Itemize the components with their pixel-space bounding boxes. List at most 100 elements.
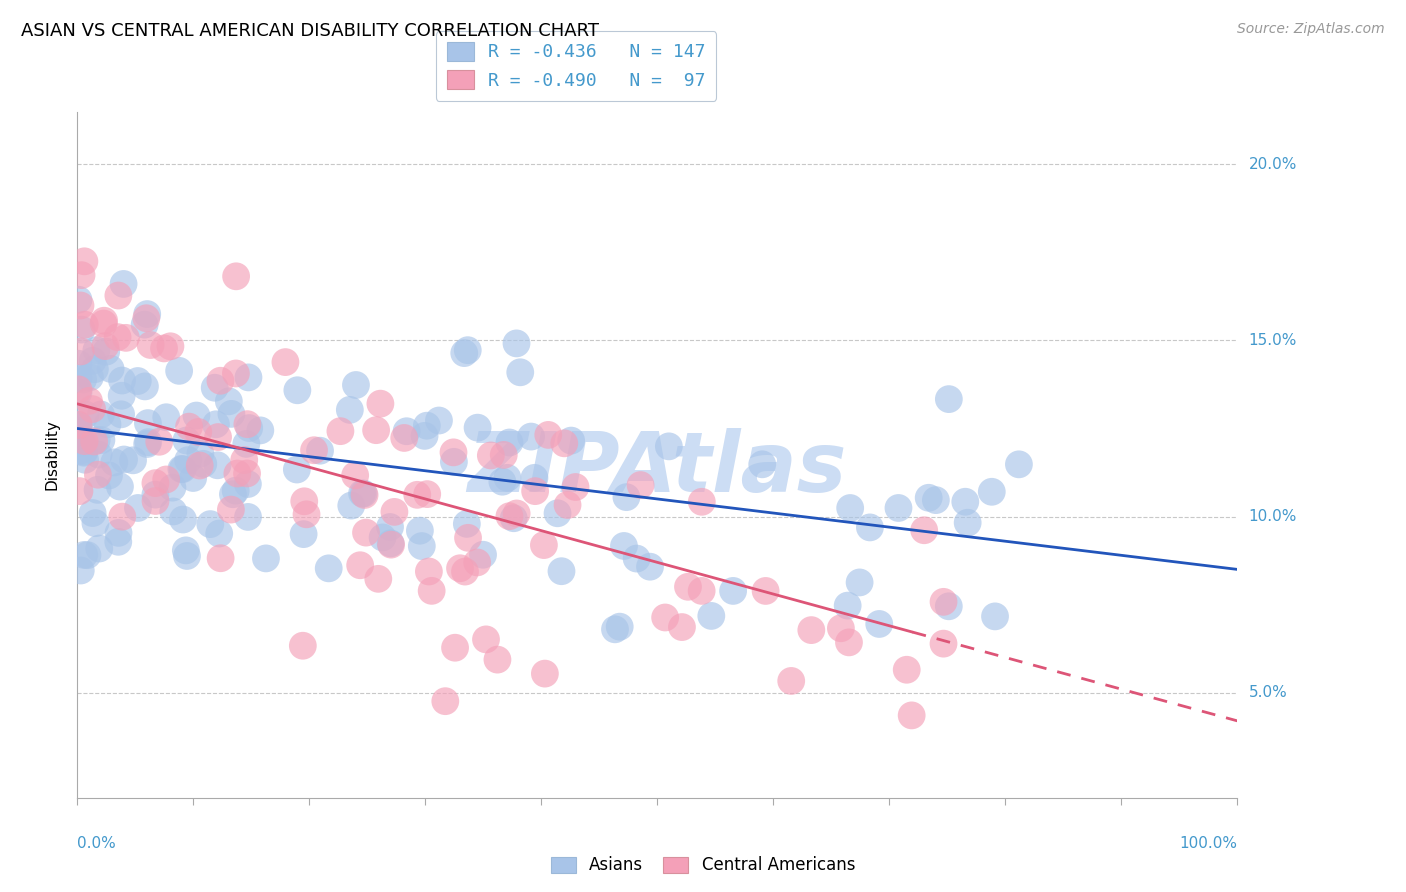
Point bbox=[67, 371, 90, 385]
Point bbox=[112, 277, 135, 291]
Point bbox=[153, 342, 176, 356]
Point bbox=[82, 402, 104, 417]
Point bbox=[496, 471, 519, 485]
Point bbox=[207, 458, 229, 473]
Point bbox=[344, 468, 367, 483]
Point bbox=[93, 317, 115, 331]
Point bbox=[89, 541, 111, 556]
Point bbox=[654, 610, 676, 624]
Point bbox=[86, 483, 108, 497]
Point bbox=[145, 494, 167, 508]
Point bbox=[340, 499, 363, 513]
Point bbox=[380, 536, 402, 550]
Point bbox=[465, 556, 488, 570]
Point bbox=[274, 355, 297, 369]
Point bbox=[67, 417, 90, 432]
Point bbox=[938, 599, 960, 614]
Point bbox=[690, 495, 713, 509]
Point bbox=[73, 434, 96, 449]
Point bbox=[318, 561, 340, 575]
Text: ASIAN VS CENTRAL AMERICAN DISABILITY CORRELATION CHART: ASIAN VS CENTRAL AMERICAN DISABILITY COR… bbox=[21, 22, 599, 40]
Point bbox=[162, 481, 184, 495]
Point bbox=[186, 409, 208, 423]
Point bbox=[780, 673, 803, 688]
Point bbox=[84, 516, 107, 531]
Point bbox=[292, 494, 315, 508]
Point bbox=[76, 548, 98, 562]
Point bbox=[209, 374, 232, 388]
Point bbox=[111, 389, 134, 403]
Text: 5.0%: 5.0% bbox=[1249, 685, 1286, 700]
Point bbox=[236, 510, 259, 524]
Point bbox=[409, 524, 432, 538]
Point bbox=[73, 318, 96, 332]
Point bbox=[93, 314, 115, 328]
Point bbox=[339, 403, 361, 417]
Point bbox=[225, 367, 247, 381]
Point bbox=[638, 559, 661, 574]
Point bbox=[912, 523, 935, 537]
Point bbox=[505, 507, 527, 521]
Point bbox=[896, 663, 918, 677]
Point bbox=[69, 564, 91, 578]
Y-axis label: Disability: Disability bbox=[44, 419, 59, 491]
Point bbox=[626, 551, 648, 566]
Point bbox=[900, 708, 922, 723]
Point bbox=[107, 330, 129, 344]
Point bbox=[505, 336, 527, 351]
Point bbox=[848, 575, 870, 590]
Point bbox=[344, 378, 367, 392]
Point bbox=[676, 580, 699, 594]
Point bbox=[367, 572, 389, 586]
Point bbox=[94, 339, 117, 353]
Point bbox=[918, 491, 941, 505]
Point bbox=[127, 374, 149, 388]
Point bbox=[309, 443, 332, 458]
Point bbox=[136, 416, 159, 430]
Point bbox=[285, 462, 308, 476]
Point bbox=[233, 453, 256, 467]
Legend: Asians, Central Americans: Asians, Central Americans bbox=[546, 851, 860, 880]
Point bbox=[475, 632, 498, 647]
Point bbox=[557, 498, 579, 512]
Point bbox=[302, 443, 325, 458]
Point bbox=[609, 620, 631, 634]
Point bbox=[443, 455, 465, 469]
Point bbox=[87, 467, 110, 482]
Point bbox=[77, 393, 100, 408]
Point bbox=[329, 424, 352, 438]
Point bbox=[457, 343, 479, 358]
Point bbox=[416, 418, 439, 433]
Point bbox=[82, 353, 104, 368]
Point bbox=[207, 430, 229, 444]
Point bbox=[148, 434, 170, 449]
Point bbox=[486, 652, 509, 666]
Point bbox=[434, 694, 457, 708]
Text: ZIPAtlas: ZIPAtlas bbox=[468, 428, 846, 509]
Point bbox=[249, 424, 271, 438]
Point bbox=[420, 583, 443, 598]
Point bbox=[107, 288, 129, 302]
Point bbox=[984, 609, 1007, 624]
Point bbox=[67, 419, 90, 434]
Point bbox=[69, 484, 91, 499]
Text: 10.0%: 10.0% bbox=[1249, 509, 1296, 524]
Point bbox=[353, 488, 375, 502]
Point bbox=[107, 534, 129, 549]
Point bbox=[115, 331, 138, 345]
Point bbox=[208, 526, 231, 541]
Point bbox=[67, 357, 90, 371]
Point bbox=[887, 500, 910, 515]
Point bbox=[73, 446, 96, 460]
Point bbox=[353, 486, 375, 500]
Point bbox=[108, 479, 131, 493]
Point bbox=[520, 429, 543, 443]
Point bbox=[188, 458, 211, 473]
Point bbox=[83, 434, 105, 449]
Point bbox=[509, 365, 531, 379]
Point bbox=[955, 494, 977, 508]
Point bbox=[134, 318, 156, 332]
Text: 20.0%: 20.0% bbox=[1249, 157, 1296, 172]
Point bbox=[111, 374, 134, 388]
Point bbox=[162, 504, 184, 518]
